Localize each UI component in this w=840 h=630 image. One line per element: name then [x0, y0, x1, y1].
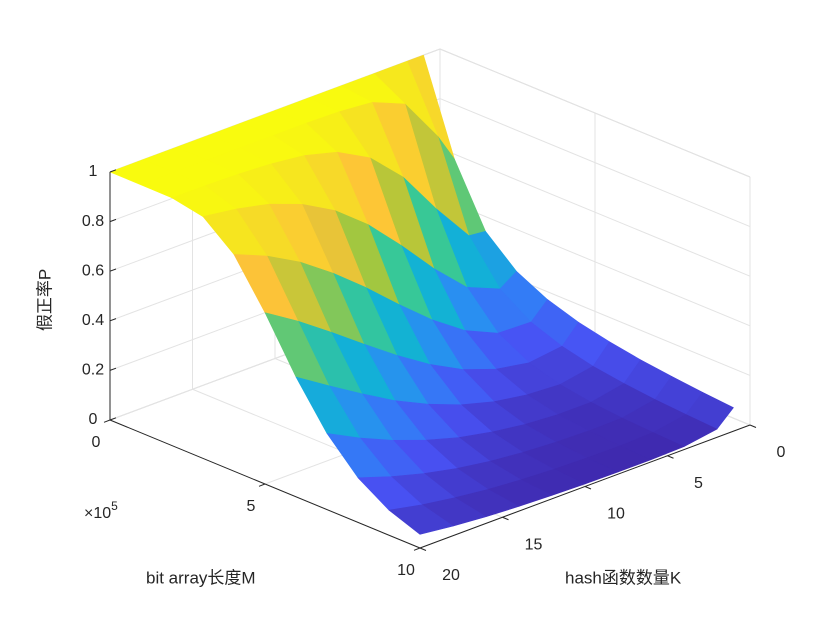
tick-mark	[413, 547, 421, 551]
tick-mark	[103, 419, 111, 423]
tick-mark	[419, 547, 427, 551]
z-tick-label: 0.2	[82, 362, 104, 379]
x-exponent: ×105	[84, 499, 118, 522]
tick-mark	[258, 483, 266, 487]
exponent-base: ×10	[84, 505, 111, 522]
z-tick-label: 0.8	[82, 213, 104, 230]
exponent-power: 5	[111, 499, 118, 513]
tick-mark	[502, 516, 509, 521]
grid-line	[439, 98, 751, 228]
grid-line	[439, 147, 751, 277]
tick-mark	[109, 417, 117, 421]
surface-patch	[388, 504, 454, 535]
y-tick-label: 5	[694, 475, 703, 492]
x-tick-label: 0	[92, 434, 101, 451]
axes: 0 5 10 0 5 10 15 20 0 0.2 0.4 0.6 0.8 1	[82, 163, 786, 584]
y-tick-label: 10	[607, 506, 625, 523]
grid-line	[439, 197, 751, 327]
x-tick-label: 10	[397, 562, 415, 579]
y-tick-label: 20	[442, 567, 460, 584]
tick-mark	[109, 218, 117, 223]
y-tick-label: 15	[525, 536, 543, 553]
tick-mark	[109, 169, 117, 173]
tick-mark	[109, 268, 117, 272]
tick-mark	[109, 367, 117, 371]
tick-mark	[667, 455, 674, 459]
x-tick-label: 5	[247, 498, 256, 515]
z-tick-label: 0	[89, 411, 98, 428]
z-tick-label: 0.6	[82, 262, 104, 279]
tick-mark	[584, 486, 592, 490]
grid-line	[439, 48, 751, 178]
surface	[109, 54, 734, 535]
z-axis-label: 假正率P	[35, 269, 54, 331]
tick-mark	[109, 318, 117, 322]
z-tick-label: 1	[89, 163, 98, 180]
y-axis-label: hash函数数量K	[565, 568, 682, 587]
y-tick-label: 0	[777, 444, 786, 461]
tick-mark	[749, 424, 757, 428]
x-axis-label: bit array长度M	[146, 568, 256, 587]
z-tick-label: 0.4	[82, 312, 104, 329]
